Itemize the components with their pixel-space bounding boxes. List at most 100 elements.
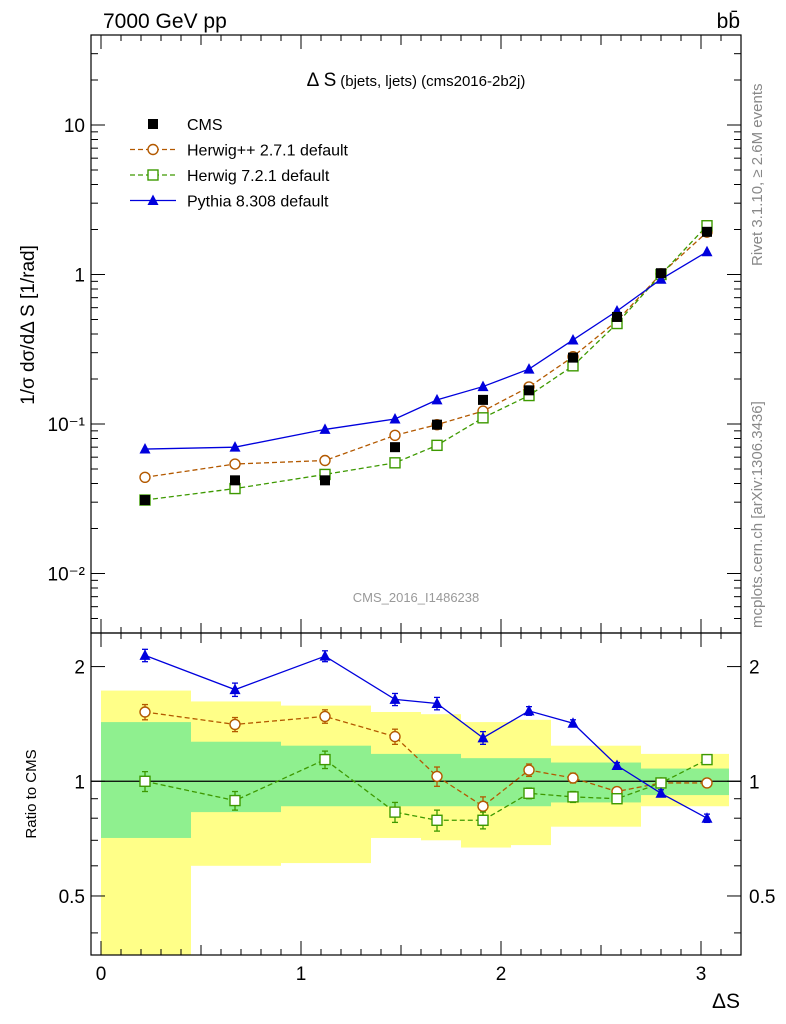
data-point: [477, 380, 489, 392]
ratio-point: [229, 794, 241, 807]
data-point: [477, 412, 489, 424]
main-title: Δ S (bjets, ljets) (cms2016-2b2j): [307, 70, 526, 91]
ratio-bands-layer: [91, 690, 741, 955]
ratio-series-herwig-2-7-1-default: [139, 703, 713, 817]
data-point: [230, 475, 240, 486]
data-point: [568, 352, 578, 363]
data-point: [389, 413, 401, 424]
legend-label: Herwig++ 2.7.1 default: [187, 143, 349, 160]
legend-item-herwig-7-2-1-default: Herwig 7.2.1 default: [130, 168, 330, 185]
data-point: [524, 385, 534, 396]
legend-label: Herwig 7.2.1 default: [187, 168, 330, 185]
main-y-axis-label: 1/σ dσ/dΔ S [1/rad]: [18, 245, 39, 405]
main-axes-layer: 1 10 10⁻¹ 10⁻²: [48, 34, 742, 634]
x-tick-label: 0: [96, 964, 107, 985]
ratio-point: [701, 753, 713, 766]
series-pythia-8-308-default: [139, 245, 713, 454]
data-point: [523, 363, 535, 374]
legend-item-herwig-2-7-1-default: Herwig++ 2.7.1 default: [130, 143, 349, 160]
ratio-y-tick-label: 1: [74, 772, 85, 793]
stat-uncertainty-band: [461, 758, 511, 807]
ratio-y-tick-label-right: 1: [749, 772, 760, 793]
x-tick-label: 2: [496, 964, 507, 985]
ratio-plot-panel: 0.5 0.5 1 1 2 2 0 1 2 3 Ratio to CMS ΔS: [23, 632, 775, 1013]
ratio-point: [229, 683, 241, 695]
data-point: [319, 423, 331, 434]
legend-marker: [147, 194, 159, 205]
data-point: [320, 475, 330, 486]
ratio-point: [431, 770, 443, 783]
ratio-point: [389, 693, 401, 704]
ratio-point: [655, 787, 667, 798]
main-title-sub: (bjets, ljets) (cms2016-2b2j): [340, 73, 525, 90]
series-herwig-2-7-1-default: [139, 226, 713, 484]
series-line: [144, 251, 708, 450]
ratio-series-layer: [139, 648, 713, 832]
stat-uncertainty-band: [371, 753, 421, 807]
rivet-version-label: Rivet 3.1.10, ≥ 2.6M events: [749, 84, 766, 267]
data-point: [389, 457, 401, 469]
legend-item-pythia-8-308-default: Pythia 8.308 default: [130, 194, 329, 211]
data-point: [229, 441, 241, 452]
ratio-series-pythia-8-308-default: [139, 648, 713, 824]
x-tick-label: 1: [296, 964, 307, 985]
data-point: [567, 333, 579, 345]
main-series-layer: [139, 220, 713, 506]
legend-label: CMS: [187, 117, 223, 134]
data-point: [478, 394, 488, 405]
ratio-point: [229, 718, 241, 731]
ratio-point: [319, 650, 331, 661]
mcplots-label: mcplots.cern.ch [arXiv:1306.3436]: [749, 401, 766, 628]
ratio-point: [431, 814, 443, 826]
data-point: [140, 495, 150, 506]
x-tick-label: 3: [696, 964, 707, 985]
ratio-y-tick-label: 0.5: [59, 887, 85, 908]
legend-marker: [147, 169, 159, 181]
ratio-point: [567, 791, 579, 803]
ratio-point: [523, 764, 535, 776]
data-point: [229, 458, 241, 470]
x-axis-label: ΔS: [712, 990, 740, 1013]
ratio-plot-frame: [90, 632, 742, 956]
ratio-point: [477, 800, 489, 812]
data-point: [319, 454, 331, 467]
main-plot-panel: 1 10 10⁻¹ 10⁻² 1/σ dσ/dΔ S [1/rad] Δ S (bjet…: [18, 34, 742, 634]
data-point: [702, 226, 712, 237]
data-point: [655, 273, 667, 284]
series-line: [144, 225, 708, 501]
data-point: [431, 393, 443, 405]
y-tick-label: 1: [74, 266, 85, 287]
legend-item-cms: CMS: [148, 117, 223, 134]
ratio-y-axis-label: Ratio to CMS: [23, 749, 40, 838]
main-title-main: Δ S: [307, 70, 337, 91]
legend-marker: [147, 143, 159, 156]
ratio-point: [655, 777, 667, 789]
series-line: [144, 231, 708, 478]
legend-marker: [148, 119, 158, 129]
series-herwig-7-2-1-default: [139, 220, 713, 506]
beam-label: 7000 GeV pp: [103, 10, 227, 33]
analysis-watermark: CMS_2016_I1486238: [353, 590, 480, 605]
ratio-point: [389, 806, 401, 818]
data-point: [389, 429, 401, 442]
ratio-point: [139, 649, 151, 660]
ratio-point: [701, 777, 713, 789]
process-label: bb̄: [717, 10, 740, 33]
ratio-y-tick-label: 2: [74, 658, 85, 679]
ratio-point: [477, 814, 489, 826]
data-point: [432, 419, 442, 430]
ratio-point: [431, 697, 443, 709]
ratio-point: [567, 772, 579, 784]
legend-label: Pythia 8.308 default: [187, 194, 329, 211]
ratio-series-herwig-7-2-1-default: [139, 750, 713, 832]
ratio-point: [523, 787, 535, 799]
ratio-axes-layer: 0.5 0.5 1 1 2 2 0 1 2 3: [59, 633, 775, 985]
y-tick-label: 10: [64, 116, 85, 137]
ratio-point: [477, 731, 489, 743]
data-point: [390, 442, 400, 453]
ratio-y-tick-label-right: 0.5: [749, 887, 775, 908]
ratio-point: [567, 717, 579, 728]
y-tick-label: 10⁻²: [48, 565, 86, 586]
ratio-point: [389, 730, 401, 743]
